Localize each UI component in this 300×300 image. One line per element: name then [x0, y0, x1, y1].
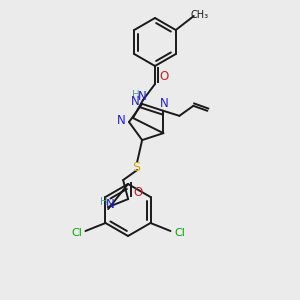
Text: Cl: Cl: [174, 228, 185, 238]
Text: N: N: [117, 115, 125, 128]
Text: H: H: [132, 90, 140, 100]
Text: N: N: [138, 91, 146, 103]
Text: O: O: [134, 186, 143, 199]
Text: N: N: [160, 97, 169, 110]
Text: S: S: [132, 160, 140, 174]
Text: O: O: [159, 70, 169, 83]
Text: N: N: [131, 95, 140, 108]
Text: N: N: [106, 198, 115, 211]
Text: H: H: [100, 197, 108, 207]
Text: Cl: Cl: [71, 228, 82, 238]
Text: CH₃: CH₃: [191, 10, 209, 20]
